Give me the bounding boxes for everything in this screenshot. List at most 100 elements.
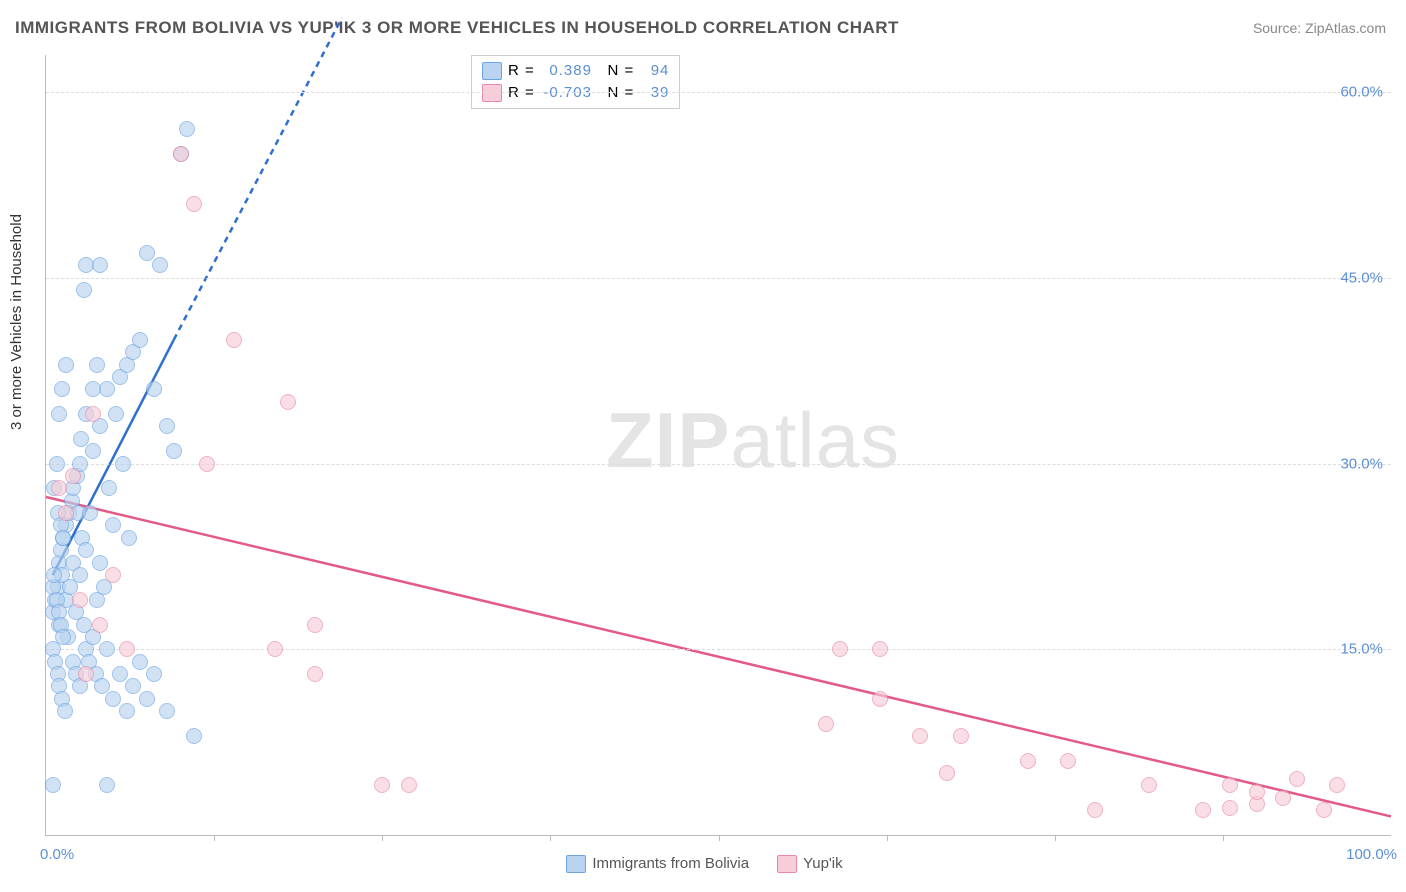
data-point-yupik xyxy=(939,765,955,781)
data-point-bolivia xyxy=(85,381,101,397)
data-point-bolivia xyxy=(46,567,62,583)
data-point-bolivia xyxy=(105,691,121,707)
data-point-bolivia xyxy=(78,542,94,558)
data-point-yupik xyxy=(1329,777,1345,793)
source-prefix: Source: xyxy=(1253,20,1305,36)
legend-label: Yup'ik xyxy=(803,855,843,872)
data-point-bolivia xyxy=(55,629,71,645)
data-point-yupik xyxy=(1020,753,1036,769)
data-point-bolivia xyxy=(105,517,121,533)
data-point-yupik xyxy=(173,146,189,162)
x-tick-label: 100.0% xyxy=(1346,846,1397,863)
data-point-bolivia xyxy=(119,703,135,719)
y-tick-label: 45.0% xyxy=(1340,269,1383,286)
data-point-yupik xyxy=(872,641,888,657)
data-point-yupik xyxy=(1087,802,1103,818)
data-point-bolivia xyxy=(99,777,115,793)
gridline-h xyxy=(46,92,1391,93)
data-point-yupik xyxy=(953,728,969,744)
data-point-bolivia xyxy=(73,431,89,447)
data-point-yupik xyxy=(78,666,94,682)
data-point-bolivia xyxy=(146,666,162,682)
gridline-h xyxy=(46,649,1391,650)
x-minor-tick xyxy=(1223,835,1224,841)
data-point-yupik xyxy=(58,505,74,521)
data-point-yupik xyxy=(280,394,296,410)
legend-swatch xyxy=(777,855,797,873)
legend-swatch xyxy=(566,855,586,873)
data-point-bolivia xyxy=(57,703,73,719)
data-point-yupik xyxy=(85,406,101,422)
data-point-bolivia xyxy=(89,357,105,373)
data-point-bolivia xyxy=(125,678,141,694)
data-point-bolivia xyxy=(179,121,195,137)
data-point-bolivia xyxy=(92,257,108,273)
gridline-h xyxy=(46,464,1391,465)
data-point-yupik xyxy=(307,666,323,682)
data-point-bolivia xyxy=(101,480,117,496)
data-point-bolivia xyxy=(159,418,175,434)
data-point-yupik xyxy=(1060,753,1076,769)
y-tick-label: 30.0% xyxy=(1340,455,1383,472)
x-minor-tick xyxy=(1055,835,1056,841)
data-point-bolivia xyxy=(152,257,168,273)
data-point-bolivia xyxy=(146,381,162,397)
data-point-yupik xyxy=(105,567,121,583)
source-credit: Source: ZipAtlas.com xyxy=(1253,20,1386,36)
data-point-yupik xyxy=(72,592,88,608)
data-point-yupik xyxy=(119,641,135,657)
data-point-bolivia xyxy=(58,357,74,373)
data-point-bolivia xyxy=(85,443,101,459)
data-point-yupik xyxy=(818,716,834,732)
watermark-bold: ZIP xyxy=(606,396,730,484)
data-point-yupik xyxy=(226,332,242,348)
data-point-bolivia xyxy=(132,654,148,670)
data-point-bolivia xyxy=(82,505,98,521)
data-point-bolivia xyxy=(112,666,128,682)
data-point-yupik xyxy=(1275,790,1291,806)
data-point-bolivia xyxy=(51,406,67,422)
data-point-yupik xyxy=(1316,802,1332,818)
data-point-bolivia xyxy=(132,332,148,348)
data-point-yupik xyxy=(1249,784,1265,800)
data-point-bolivia xyxy=(99,641,115,657)
data-point-yupik xyxy=(872,691,888,707)
data-point-bolivia xyxy=(45,777,61,793)
data-point-yupik xyxy=(401,777,417,793)
legend-label: Immigrants from Bolivia xyxy=(592,855,749,872)
legend-bottom: Immigrants from Bolivia Yup'ik xyxy=(46,855,1391,873)
data-point-yupik xyxy=(832,641,848,657)
legend-swatch xyxy=(482,62,502,80)
data-point-bolivia xyxy=(186,728,202,744)
data-point-bolivia xyxy=(139,691,155,707)
legend-r-label: R = xyxy=(508,62,540,79)
data-point-yupik xyxy=(1222,777,1238,793)
y-tick-label: 60.0% xyxy=(1340,84,1383,101)
data-point-bolivia xyxy=(49,456,65,472)
x-tick-label: 0.0% xyxy=(40,846,74,863)
data-point-yupik xyxy=(374,777,390,793)
y-tick-label: 15.0% xyxy=(1340,641,1383,658)
x-minor-tick xyxy=(719,835,720,841)
legend-stats-row: R = 0.389 N = 94 xyxy=(482,60,669,82)
trend-lines-layer xyxy=(46,55,1391,835)
y-axis-label: 3 or more Vehicles in Household xyxy=(8,214,25,430)
x-minor-tick xyxy=(550,835,551,841)
data-point-bolivia xyxy=(54,381,70,397)
data-point-yupik xyxy=(1141,777,1157,793)
legend-item: Immigrants from Bolivia xyxy=(566,855,749,872)
data-point-yupik xyxy=(267,641,283,657)
data-point-yupik xyxy=(92,617,108,633)
legend-n-value: 94 xyxy=(639,60,669,82)
x-minor-tick xyxy=(887,835,888,841)
data-point-yupik xyxy=(199,456,215,472)
data-point-bolivia xyxy=(76,282,92,298)
data-point-yupik xyxy=(186,196,202,212)
watermark: ZIPatlas xyxy=(606,395,900,486)
source-link[interactable]: ZipAtlas.com xyxy=(1305,20,1386,36)
legend-n-label: N = xyxy=(592,62,639,79)
chart-area: ZIPatlas R = 0.389 N = 94R = -0.703 N = … xyxy=(45,55,1391,836)
data-point-bolivia xyxy=(108,406,124,422)
x-minor-tick xyxy=(382,835,383,841)
data-point-bolivia xyxy=(115,456,131,472)
